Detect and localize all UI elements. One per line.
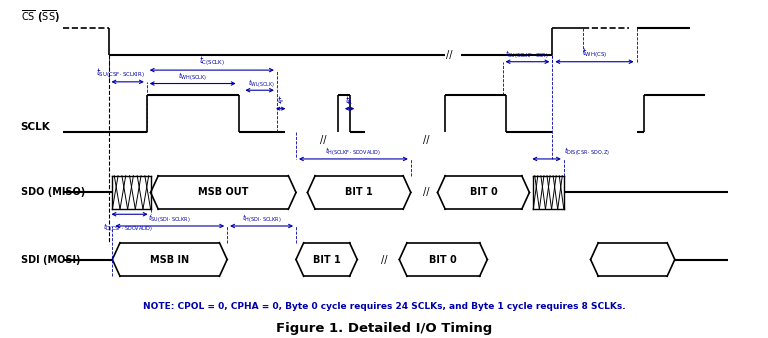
Text: BIT 0: BIT 0 — [429, 255, 457, 265]
Text: //: // — [445, 50, 452, 60]
Text: $t_{\rm SU(SDI\cdot SCLKR)}$: $t_{\rm SU(SDI\cdot SCLKR)}$ — [148, 213, 191, 224]
Text: $t_{\rm DIS(CSR\cdot SDO,Z)}$: $t_{\rm DIS(CSR\cdot SDO,Z)}$ — [564, 145, 610, 157]
Text: //: // — [319, 136, 326, 145]
Text: $t_{\rm H(SDI\cdot SCLKR)}$: $t_{\rm H(SDI\cdot SCLKR)}$ — [242, 213, 281, 224]
Text: SDO (MISO): SDO (MISO) — [21, 188, 84, 197]
Text: $t_{\rm H(SCLKF\cdot SDOVALID)}$: $t_{\rm H(SCLKF\cdot SDOVALID)}$ — [326, 145, 382, 157]
Text: BIT 1: BIT 1 — [346, 188, 373, 197]
Text: $t_{\rm C(SCLK)}$: $t_{\rm C(SCLK)}$ — [199, 55, 225, 68]
Text: BIT 1: BIT 1 — [313, 255, 340, 265]
Text: //: // — [423, 136, 429, 145]
Text: //: // — [423, 188, 429, 197]
Text: MSB IN: MSB IN — [151, 255, 189, 265]
Text: SDI (MOSI): SDI (MOSI) — [21, 255, 80, 265]
Text: $t_{\rm WL(SCLK)}$: $t_{\rm WL(SCLK)}$ — [248, 77, 275, 89]
Text: $t_{\rm SU(SCLKF\cdot CSR)}$: $t_{\rm SU(SCLKF\cdot CSR)}$ — [505, 48, 549, 60]
Text: NOTE: CPOL = 0, CPHA = 0, Byte 0 cycle requires 24 SCLKs, and Byte 1 cycle requi: NOTE: CPOL = 0, CPHA = 0, Byte 0 cycle r… — [143, 302, 625, 311]
Text: $t_{\rm WH(SCLK)}$: $t_{\rm WH(SCLK)}$ — [178, 70, 207, 82]
Text: $t_{\rm SU(CSF\cdot SCLKIR)}$: $t_{\rm SU(CSF\cdot SCLKIR)}$ — [95, 66, 144, 80]
Text: $t_{\rm R}$: $t_{\rm R}$ — [346, 95, 354, 107]
Text: MSB OUT: MSB OUT — [198, 188, 249, 197]
Text: Figure 1. Detailed I/O Timing: Figure 1. Detailed I/O Timing — [276, 322, 492, 335]
Text: $t_{\rm F}$: $t_{\rm F}$ — [276, 95, 285, 107]
Text: $\overline{\mathrm{CS}}$ ($\overline{\mathrm{SS}}$): $\overline{\mathrm{CS}}$ ($\overline{\ma… — [21, 8, 59, 25]
Text: $t_{\rm D(CSF\cdot SDOVALID)}$: $t_{\rm D(CSF\cdot SDOVALID)}$ — [103, 221, 153, 233]
Text: BIT 0: BIT 0 — [469, 188, 498, 197]
Text: $t_{\rm WH(CS)}$: $t_{\rm WH(CS)}$ — [582, 46, 607, 60]
Text: SCLK: SCLK — [21, 122, 50, 132]
Text: //: // — [381, 255, 387, 265]
